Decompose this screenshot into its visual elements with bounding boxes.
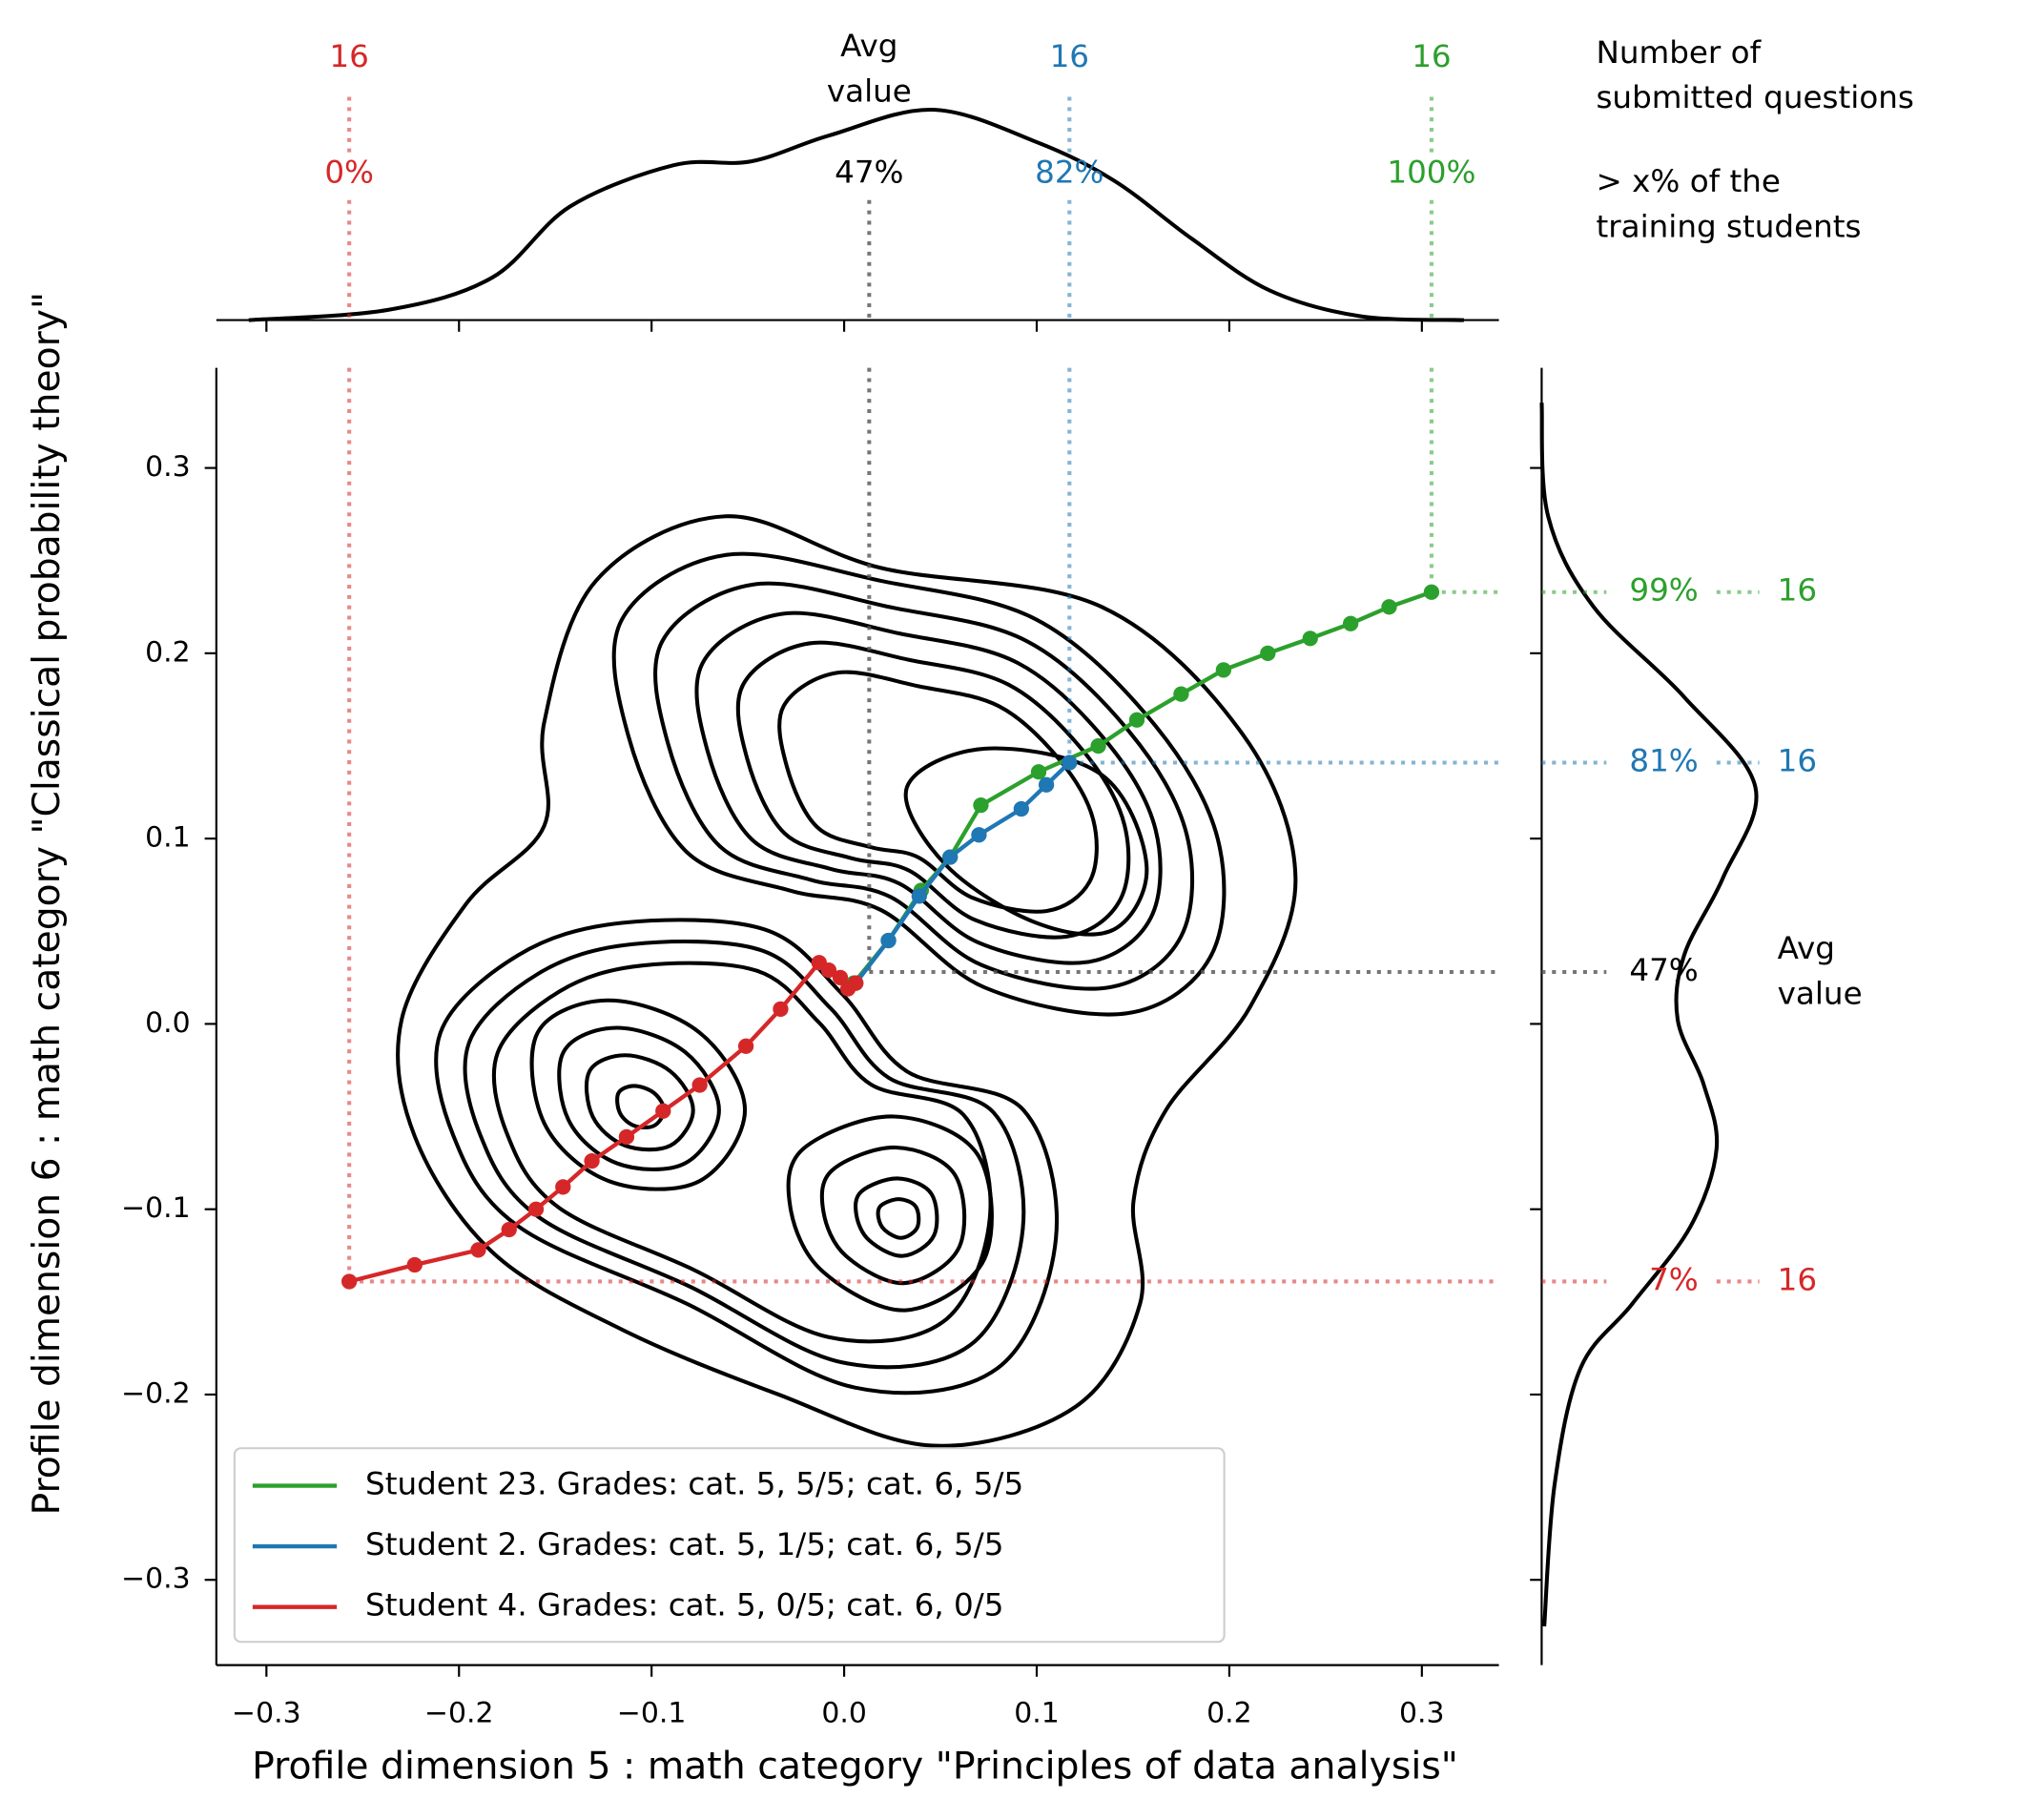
y-tick-label: 0.0 xyxy=(145,1006,191,1040)
density-contours xyxy=(396,514,1298,1448)
y-tick-label: 0.2 xyxy=(145,635,191,669)
y-percent-label: 7% xyxy=(1649,1261,1699,1297)
x-percent-label: 100% xyxy=(1387,155,1475,191)
count-label: 16 xyxy=(1778,572,1817,609)
x-tick-label: 0.2 xyxy=(1206,1697,1252,1730)
data-point xyxy=(832,969,849,985)
contour xyxy=(903,746,1149,937)
data-point xyxy=(691,1077,708,1093)
marginal-density xyxy=(248,107,1464,322)
contour xyxy=(557,1025,721,1171)
y-tick-label: −0.2 xyxy=(121,1377,191,1411)
y-axis-label: Profile dimension 6 : math category "Cla… xyxy=(26,292,69,1516)
data-point xyxy=(1013,800,1029,817)
data-point xyxy=(1260,645,1276,661)
data-point xyxy=(1423,584,1440,600)
data-point xyxy=(911,888,927,904)
x-percent-label: 82% xyxy=(1035,155,1103,191)
note-text: submitted questions xyxy=(1596,79,1913,115)
note-text: training students xyxy=(1596,209,1861,245)
contour xyxy=(396,514,1298,1448)
average-label: Avg xyxy=(1778,930,1835,966)
legend-label: Student 4. Grades: cat. 5, 0/5; cat. 6, … xyxy=(365,1587,1003,1624)
x-tick-label: 0.0 xyxy=(821,1697,867,1730)
data-point xyxy=(973,797,989,814)
data-point xyxy=(737,1038,754,1054)
average-label: value xyxy=(1778,975,1863,1011)
data-point xyxy=(773,1001,789,1017)
data-point xyxy=(1215,662,1232,678)
x-percent-label: 0% xyxy=(324,155,374,191)
contour xyxy=(529,998,748,1191)
contour xyxy=(786,1114,994,1313)
data-point xyxy=(341,1273,358,1290)
contour xyxy=(653,581,1195,991)
x-tick-label: 0.1 xyxy=(1014,1697,1060,1730)
data-point xyxy=(1381,599,1397,615)
contour xyxy=(777,670,1099,914)
count-label: 16 xyxy=(329,38,368,74)
note-text: Number of xyxy=(1596,34,1762,71)
data-point xyxy=(1038,776,1055,793)
legend-box xyxy=(233,1447,1226,1644)
data-point xyxy=(470,1242,486,1258)
x-percent-label: 47% xyxy=(835,155,903,191)
data-point xyxy=(555,1179,571,1195)
data-point xyxy=(880,932,897,949)
data-point xyxy=(1062,755,1078,771)
x-axis-label: Profile dimension 5 : math category "Pri… xyxy=(252,1745,1458,1788)
contour xyxy=(584,1053,695,1152)
x-tick-label: −0.2 xyxy=(424,1697,494,1730)
data-point xyxy=(655,1103,671,1119)
count-label: 16 xyxy=(1412,38,1451,74)
count-label: 16 xyxy=(1778,1261,1817,1297)
data-point xyxy=(1302,631,1318,647)
average-label: value xyxy=(827,72,912,109)
data-point xyxy=(618,1128,635,1146)
contour xyxy=(434,918,1059,1396)
contour xyxy=(819,1145,967,1286)
y-percent-label: 99% xyxy=(1629,572,1698,609)
data-point xyxy=(501,1221,517,1238)
marginal-density xyxy=(1539,403,1759,1627)
data-point xyxy=(527,1201,545,1217)
contour xyxy=(735,640,1131,940)
note-text: > x% of the xyxy=(1596,163,1780,199)
contour xyxy=(463,940,1026,1370)
x-tick-label: −0.1 xyxy=(617,1697,687,1730)
y-percent-label: 81% xyxy=(1629,743,1698,779)
y-tick-label: −0.3 xyxy=(121,1562,191,1596)
x-tick-label: 0.3 xyxy=(1399,1697,1445,1730)
data-point xyxy=(1090,737,1106,755)
data-point xyxy=(1030,764,1047,780)
data-point xyxy=(1128,712,1145,728)
data-point xyxy=(584,1153,600,1169)
contour xyxy=(876,1197,921,1240)
contour xyxy=(854,1176,939,1258)
x-tick-label: −0.3 xyxy=(232,1697,301,1730)
average-label: Avg xyxy=(840,28,897,64)
contour xyxy=(611,551,1227,1017)
legend-label: Student 2. Grades: cat. 5, 1/5; cat. 6, … xyxy=(365,1526,1003,1562)
contour xyxy=(694,610,1163,965)
y-tick-label: −0.1 xyxy=(121,1191,191,1225)
data-point xyxy=(941,849,959,865)
count-label: 16 xyxy=(1050,38,1089,74)
y-tick-label: 0.1 xyxy=(145,821,191,855)
count-label: 16 xyxy=(1778,743,1817,779)
data-point xyxy=(1173,686,1189,702)
contour xyxy=(615,1084,667,1130)
data-point xyxy=(820,962,837,979)
legend-label: Student 23. Grades: cat. 5, 5/5; cat. 6,… xyxy=(365,1466,1023,1502)
y-percent-label: 47% xyxy=(1629,952,1698,988)
data-point xyxy=(406,1256,423,1273)
data-point xyxy=(1342,615,1359,631)
y-tick-label: 0.3 xyxy=(145,450,191,484)
data-point xyxy=(971,827,987,843)
data-point xyxy=(848,975,864,991)
